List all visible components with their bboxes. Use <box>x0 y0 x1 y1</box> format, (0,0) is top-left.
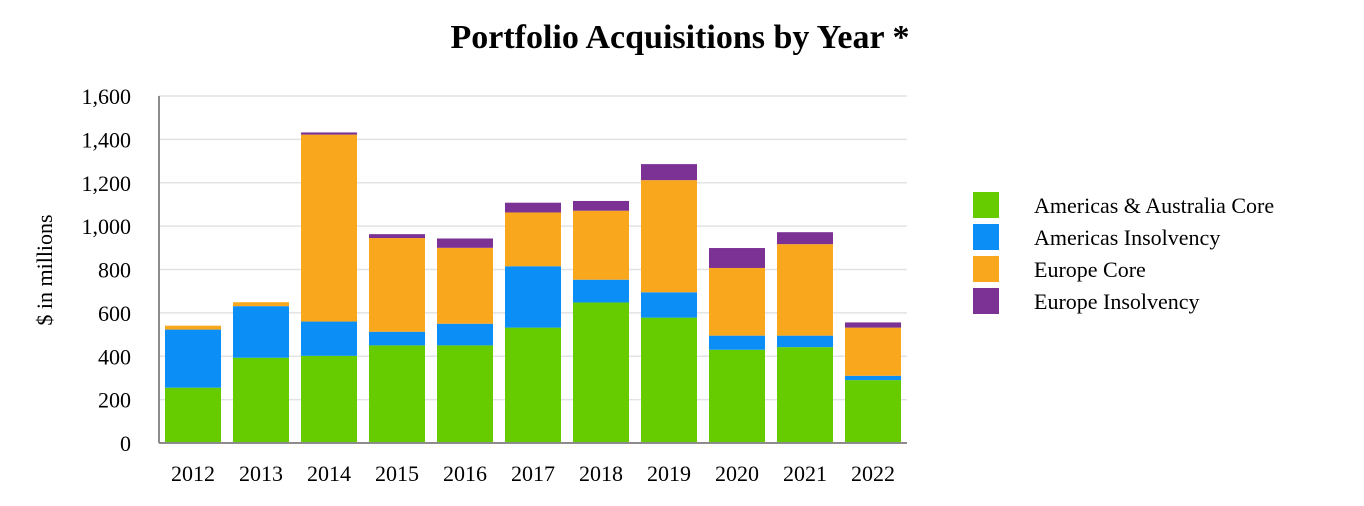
chart-title: Portfolio Acquisitions by Year * <box>450 19 909 56</box>
bar-segment <box>777 335 833 348</box>
bar-segment <box>845 380 901 443</box>
y-tick-label: 1,200 <box>82 171 132 196</box>
bar-segment <box>505 202 561 213</box>
x-tick-label: 2019 <box>647 461 691 486</box>
bar-segment <box>301 132 357 135</box>
legend: Americas & Australia Core Americas Insolv… <box>973 192 1274 314</box>
bars <box>165 132 901 443</box>
bar-segment <box>369 345 425 443</box>
legend-swatch <box>973 192 999 218</box>
bar-segment <box>233 306 289 358</box>
bar-segment <box>301 321 357 356</box>
y-tick-label: 1,000 <box>82 214 132 239</box>
y-tick-label: 1,600 <box>82 84 132 109</box>
x-tick-label: 2021 <box>783 461 827 486</box>
bar-segment <box>233 302 289 307</box>
y-tick-label: 0 <box>120 431 131 456</box>
x-tick-label: 2017 <box>511 461 555 486</box>
bar-segment <box>233 357 289 443</box>
y-axis-label: $ in millions <box>32 214 57 325</box>
bar-segment <box>573 302 629 443</box>
y-tick-labels: 0 200 400 600 800 1,000 1,200 1,400 1,600 <box>82 84 132 456</box>
legend-swatch <box>973 256 999 282</box>
x-tick-label: 2018 <box>579 461 623 486</box>
x-tick-label: 2012 <box>171 461 215 486</box>
bar-segment <box>369 234 425 239</box>
legend-label: Americas & Australia Core <box>1034 193 1274 218</box>
bar-segment <box>573 279 629 303</box>
x-tick-labels: 2012 2013 2014 2015 2016 2017 2018 2019 2020 2021… <box>171 461 895 486</box>
x-tick-label: 2013 <box>239 461 283 486</box>
legend-label: Americas Insolvency <box>1034 225 1220 250</box>
bar-segment <box>573 210 629 280</box>
bar-segment <box>437 345 493 443</box>
bar-segment <box>301 134 357 322</box>
axes <box>158 96 907 444</box>
bar-segment <box>641 180 697 293</box>
y-tick-label: 1,400 <box>82 127 132 152</box>
bar-segment <box>845 322 901 328</box>
x-tick-label: 2022 <box>851 461 895 486</box>
bar-segment <box>505 212 561 267</box>
bar-segment <box>301 355 357 443</box>
x-tick-label: 2020 <box>715 461 759 486</box>
bar-segment <box>709 267 765 336</box>
x-tick-label: 2016 <box>443 461 487 486</box>
legend-label: Europe Core <box>1034 257 1146 282</box>
bar-segment <box>505 266 561 328</box>
x-tick-label: 2015 <box>375 461 419 486</box>
legend-label: Europe Insolvency <box>1034 289 1200 314</box>
bar-segment <box>165 329 221 388</box>
bar-segment <box>641 292 697 318</box>
y-tick-label: 400 <box>98 344 131 369</box>
y-tick-label: 200 <box>98 388 131 413</box>
bar-segment <box>573 200 629 211</box>
bar-segment <box>777 232 833 245</box>
bar-segment <box>641 164 697 181</box>
legend-swatch <box>973 288 999 314</box>
bar-segment <box>777 347 833 443</box>
bar-segment <box>437 247 493 324</box>
bar-segment <box>505 327 561 443</box>
bar-segment <box>709 335 765 350</box>
bar-segment <box>437 238 493 248</box>
bar-segment <box>845 375 901 381</box>
legend-swatch <box>973 224 999 250</box>
bar-segment <box>369 238 425 332</box>
bar-segment <box>845 327 901 376</box>
bar-segment <box>641 317 697 443</box>
bar-segment <box>709 248 765 268</box>
bar-segment <box>165 325 221 330</box>
bar-segment <box>777 244 833 336</box>
y-tick-label: 600 <box>98 301 131 326</box>
bar-segment <box>437 323 493 346</box>
bar-segment <box>369 331 425 346</box>
x-tick-label: 2014 <box>307 461 351 486</box>
y-tick-label: 800 <box>98 258 131 283</box>
bar-segment <box>165 387 221 443</box>
bar-segment <box>709 349 765 443</box>
